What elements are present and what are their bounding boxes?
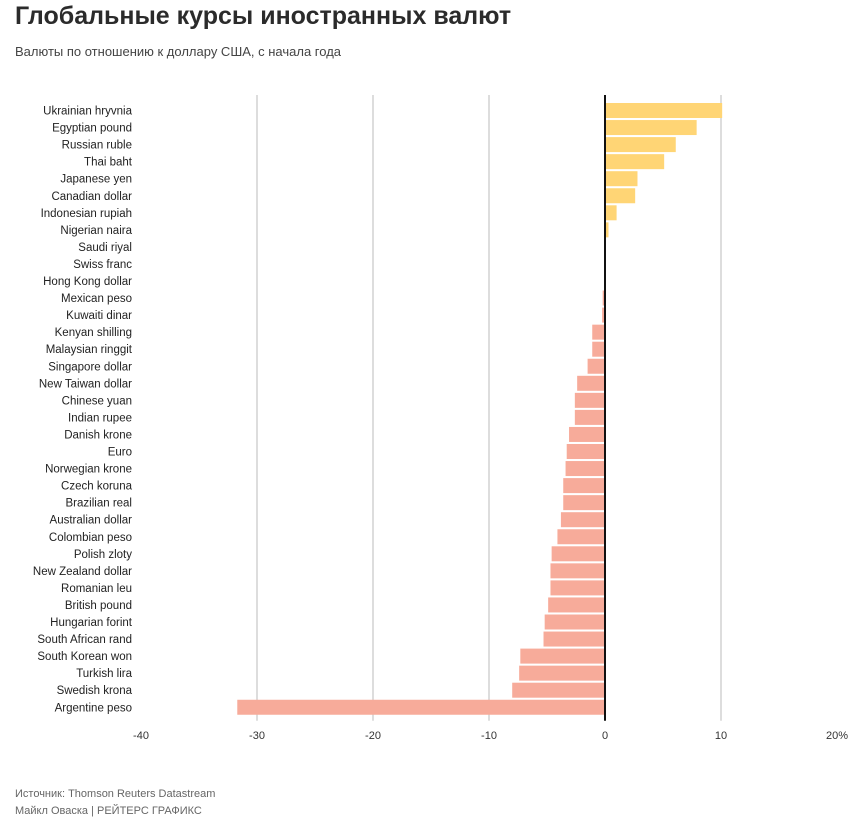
category-label: Swedish krona	[57, 685, 133, 697]
bar	[520, 648, 605, 664]
category-label: Nigerian naira	[60, 225, 132, 237]
bar	[563, 495, 605, 511]
credit-note: Майкл Оваска | РЕЙТЕРС ГРАФИКС	[15, 805, 202, 817]
category-label: Brazilian real	[66, 498, 132, 510]
chart-subtitle: Валюты по отношению к доллару США, с нач…	[15, 44, 342, 59]
category-label: Hungarian forint	[50, 617, 133, 629]
bar	[557, 529, 605, 545]
category-label: New Taiwan dollar	[39, 378, 132, 390]
category-label: South African rand	[37, 634, 132, 646]
bar	[519, 665, 605, 681]
bar	[605, 137, 676, 153]
category-label: Kuwaiti dinar	[66, 310, 132, 322]
source-note: Источник: Thomson Reuters Datastream	[15, 788, 216, 800]
bar	[548, 597, 605, 613]
bar	[551, 546, 605, 562]
bar	[543, 631, 605, 647]
category-label: Ukrainian hryvnia	[43, 106, 132, 118]
bar	[587, 358, 605, 374]
category-label: Kenyan shilling	[55, 327, 132, 339]
x-tick-label: -40	[133, 730, 149, 742]
category-label: Hong Kong dollar	[43, 276, 132, 288]
category-label: Malaysian ringgit	[46, 344, 133, 356]
category-label: Canadian dollar	[51, 191, 132, 203]
bar	[605, 103, 723, 118]
bar	[560, 512, 605, 528]
bar	[512, 682, 605, 698]
bar	[237, 699, 605, 715]
category-label: Romanian leu	[61, 583, 132, 595]
category-label: Mexican peso	[61, 293, 132, 305]
category-label: Egyptian pound	[52, 123, 132, 135]
bar	[574, 392, 605, 408]
category-label: British pound	[65, 600, 132, 612]
category-label: Australian dollar	[50, 515, 133, 527]
bar	[577, 375, 605, 391]
bar	[569, 426, 605, 442]
bar	[605, 171, 638, 187]
bar	[544, 614, 605, 630]
x-tick-label: 10	[715, 730, 727, 742]
bar	[574, 409, 605, 425]
category-label: Russian ruble	[62, 140, 132, 152]
bar	[565, 461, 605, 477]
category-label: Polish zloty	[74, 549, 132, 561]
bar	[550, 563, 605, 579]
category-label: Euro	[108, 447, 132, 459]
category-label: Danish krone	[64, 429, 132, 441]
category-label: Saudi riyal	[78, 242, 132, 254]
category-label: Colombian peso	[49, 532, 132, 544]
category-label: New Zealand dollar	[33, 566, 132, 578]
category-label: Czech koruna	[61, 481, 133, 493]
bar	[592, 341, 605, 357]
category-label: South Korean won	[37, 651, 132, 663]
category-label: Singapore dollar	[48, 361, 132, 373]
category-label: Indonesian rupiah	[41, 208, 132, 220]
x-tick-label: 0	[602, 730, 608, 742]
x-tick-label: -20	[365, 730, 381, 742]
x-tick-label: -10	[481, 730, 497, 742]
category-label: Swiss franc	[73, 259, 132, 271]
x-tick-label: -30	[249, 730, 265, 742]
bar	[563, 478, 605, 494]
bar	[592, 324, 605, 340]
bar	[605, 205, 617, 221]
category-label: Japanese yen	[60, 174, 132, 186]
category-label: Turkish lira	[76, 668, 132, 680]
category-label: Chinese yuan	[62, 395, 132, 407]
chart-title: Глобальные курсы иностранных валют	[15, 2, 512, 30]
bar	[566, 444, 605, 459]
x-tick-label: 20%	[826, 730, 848, 742]
category-label: Thai baht	[84, 157, 133, 169]
category-label: Indian rupee	[68, 412, 132, 424]
category-label: Norwegian krone	[45, 464, 132, 476]
category-label: Argentine peso	[55, 702, 132, 714]
bar	[602, 290, 605, 306]
bar	[605, 120, 697, 136]
bar	[605, 222, 609, 238]
bar	[605, 154, 665, 170]
bar	[550, 580, 605, 596]
bar	[605, 188, 636, 204]
bar	[602, 307, 605, 323]
